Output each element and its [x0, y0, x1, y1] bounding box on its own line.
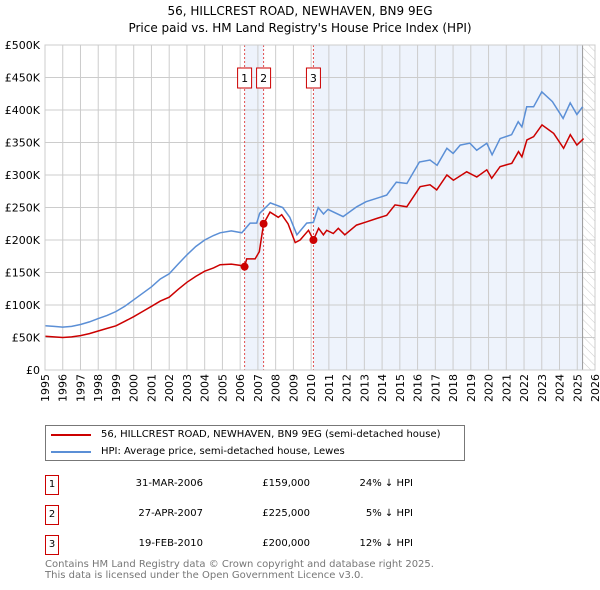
- x-tick-label: 2020: [483, 374, 496, 402]
- y-tick-label: £350K: [5, 137, 41, 150]
- x-tick-label: 2008: [270, 374, 283, 402]
- y-tick-label: £400K: [5, 104, 41, 117]
- x-tick-label: 2011: [323, 374, 336, 402]
- x-tick-label: 2013: [358, 374, 371, 402]
- x-tick-label: 1995: [39, 374, 52, 402]
- x-tick-label: 2010: [305, 374, 318, 402]
- x-tick-label: 2009: [287, 374, 300, 402]
- y-tick-label: £250K: [5, 202, 41, 215]
- x-tick-label: 1999: [110, 374, 123, 402]
- x-tick-label: 2017: [429, 374, 442, 402]
- legend-item-property: 56, HILLCREST ROAD, NEWHAVEN, BN9 9EG (s…: [51, 429, 441, 440]
- plot-border: [44, 44, 596, 371]
- sale-point: [309, 236, 318, 244]
- y-tick-label: £150K: [5, 267, 41, 280]
- price-chart: 56, HILLCREST ROAD, NEWHAVEN, BN9 9EG Pr…: [5, 4, 600, 402]
- sale-hpi-diff: 24% ↓ HPI: [359, 478, 413, 489]
- sale-row: 3 19-FEB-2010 £200,000 12% ↓ HPI: [45, 535, 465, 555]
- x-tick-label: 2004: [199, 374, 212, 402]
- x-tick-label: 2012: [341, 374, 354, 402]
- sale-point: [240, 262, 249, 271]
- sale-number: 2: [45, 505, 59, 525]
- x-tick-label: 2025: [571, 374, 584, 402]
- x-tick-label: 2005: [216, 374, 229, 402]
- sale-label: 3: [310, 72, 317, 85]
- x-tick-label: 2023: [536, 374, 549, 402]
- legend-swatch-red: [51, 433, 91, 436]
- x-tick-label: 2019: [465, 374, 478, 402]
- y-tick-label: £200K: [5, 234, 41, 247]
- x-tick-label: 1997: [74, 374, 87, 402]
- sale-price: £200,000: [262, 538, 310, 549]
- x-tick-label: 2018: [447, 374, 460, 402]
- x-tick-label: 1998: [92, 374, 105, 402]
- x-tick-label: 2021: [500, 374, 513, 402]
- sale-date: 27-APR-2007: [138, 508, 203, 519]
- sale-number: 3: [45, 535, 59, 555]
- footer-licence: This data is licensed under the Open Gov…: [45, 570, 364, 581]
- sale-row: 1 31-MAR-2006 £159,000 24% ↓ HPI: [45, 475, 465, 495]
- x-tick-label: 2002: [163, 374, 176, 402]
- sale-hpi-diff: 12% ↓ HPI: [359, 538, 413, 549]
- sale-label: 2: [260, 72, 267, 85]
- sale-row: 2 27-APR-2007 £225,000 5% ↓ HPI: [45, 505, 465, 525]
- sale-price: £225,000: [262, 508, 310, 519]
- property-series-line: [44, 123, 585, 339]
- x-tick-label: 2014: [376, 374, 389, 402]
- chart-subtitle: Price paid vs. HM Land Registry's House …: [128, 21, 471, 35]
- legend-item-hpi: HPI: Average price, semi-detached house,…: [51, 446, 345, 457]
- sale-price: £159,000: [262, 478, 310, 489]
- legend-label: HPI: Average price, semi-detached house,…: [101, 446, 345, 457]
- sale-hpi-diff: 5% ↓ HPI: [365, 508, 413, 519]
- hpi-series-line: [44, 90, 584, 328]
- x-tick-label: 2015: [394, 374, 407, 402]
- legend-label: 56, HILLCREST ROAD, NEWHAVEN, BN9 9EG (s…: [101, 429, 441, 440]
- footer-copyright: Contains HM Land Registry data © Crown c…: [45, 559, 434, 570]
- x-tick-label: 2006: [234, 374, 247, 402]
- chart-legend: 56, HILLCREST ROAD, NEWHAVEN, BN9 9EG (s…: [45, 425, 465, 461]
- sale-date: 31-MAR-2006: [135, 478, 203, 489]
- x-tick-label: 2026: [589, 374, 600, 402]
- x-tick-label: 2003: [181, 374, 194, 402]
- x-tick-label: 2007: [252, 374, 265, 402]
- sale-point: [259, 219, 268, 228]
- x-tick-label: 2022: [518, 374, 531, 402]
- sale-number: 1: [45, 475, 59, 495]
- sale-label: 1: [241, 72, 248, 85]
- y-tick-label: £0: [26, 364, 40, 377]
- x-tick-label: 1996: [57, 374, 70, 402]
- sale-date: 19-FEB-2010: [138, 538, 203, 549]
- y-tick-label: £500K: [5, 39, 41, 52]
- legend-swatch-blue: [51, 450, 91, 453]
- chart-title: 56, HILLCREST ROAD, NEWHAVEN, BN9 9EG: [167, 4, 432, 18]
- sale-label-box: [237, 67, 253, 89]
- y-tick-label: £100K: [5, 299, 41, 312]
- x-tick-label: 2024: [554, 374, 567, 402]
- y-tick-label: £300K: [5, 169, 41, 182]
- x-tick-label: 2001: [145, 374, 158, 402]
- x-tick-label: 2016: [412, 374, 425, 402]
- x-tick-label: 2000: [128, 374, 141, 402]
- y-tick-label: £50K: [12, 332, 41, 345]
- sale-label-box: [305, 67, 321, 89]
- y-tick-label: £450K: [5, 72, 41, 85]
- sale-label-box: [256, 67, 272, 89]
